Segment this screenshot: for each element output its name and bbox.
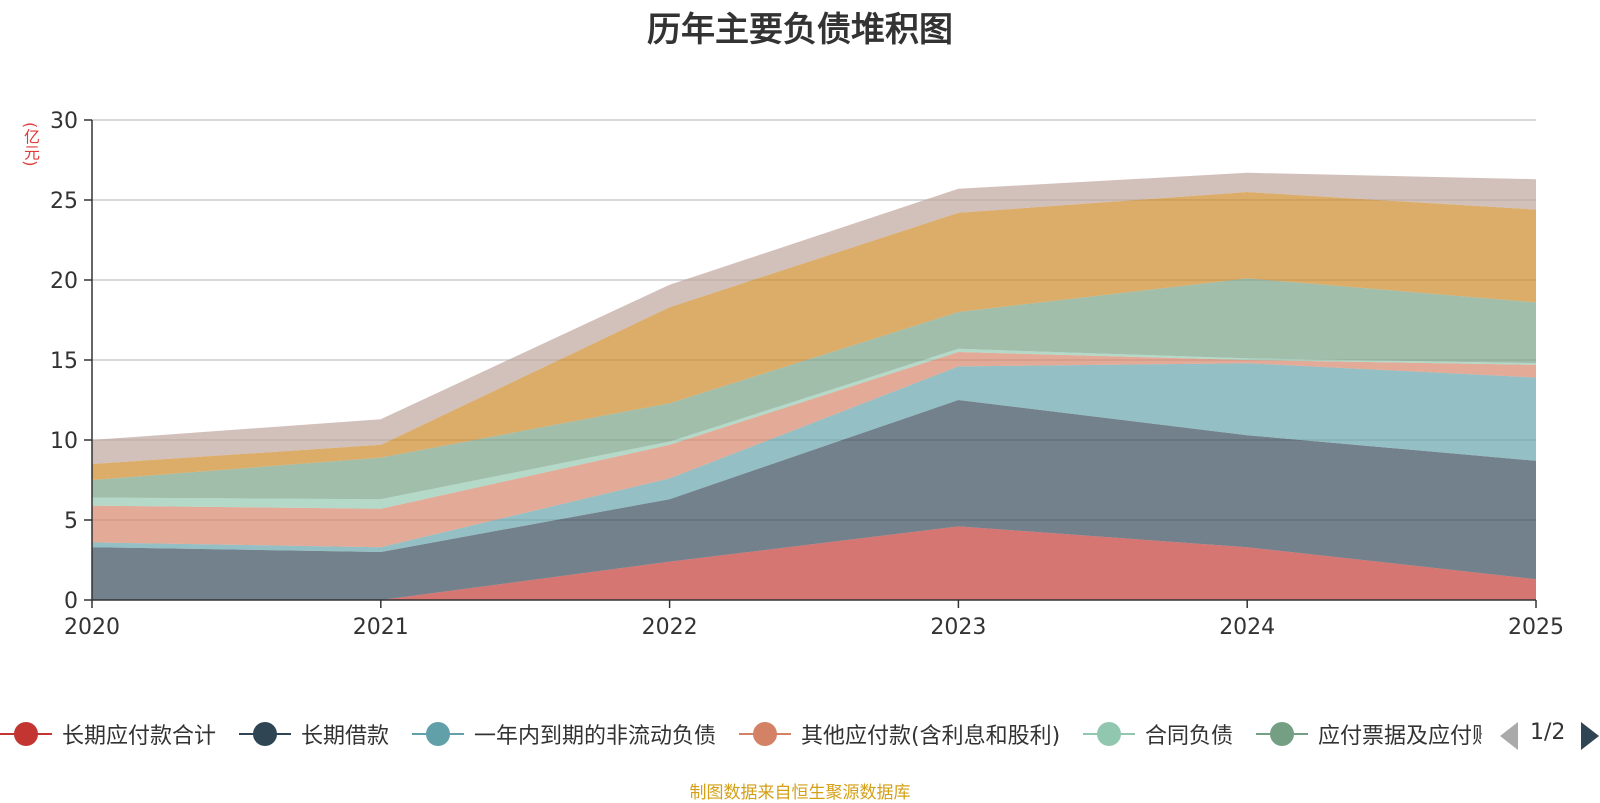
area-series-6 xyxy=(92,278,1536,500)
x-tick-label: 2025 xyxy=(1508,615,1564,640)
legend-label: 其他应付款(含利息和股利) xyxy=(801,724,1061,749)
legend-label: 合同负债 xyxy=(1145,724,1234,749)
data-source-note: 制图数据来自恒生聚源数据库 xyxy=(689,783,911,803)
legend-marker-icon xyxy=(239,714,291,754)
legend: 长期应付款合计 长期借款 一年内到期的非流动负债 其他应付款(含利息和股利) 合同负债 应… xyxy=(0,714,1600,754)
legend-page-indicator: 1/2 xyxy=(1530,720,1566,745)
legend-item-3[interactable]: 一年内到期的非流动负债 xyxy=(412,714,716,754)
area-series-1 xyxy=(92,526,1536,600)
legend-label: 长期应付款合计 xyxy=(62,724,217,749)
legend-item-4[interactable]: 其他应付款(含利息和股利) xyxy=(739,714,1060,754)
x-tick-label: 2022 xyxy=(642,615,698,640)
y-tick-label: 25 xyxy=(50,189,78,214)
legend-item-1[interactable]: 长期应付款合计 xyxy=(0,714,216,754)
legend-marker-icon xyxy=(0,714,52,754)
y-tick-label: 10 xyxy=(50,429,78,454)
x-tick-label: 2024 xyxy=(1219,615,1275,640)
legend-next-page-icon[interactable] xyxy=(1581,722,1599,750)
chart-title: 历年主要负债堆积图 xyxy=(647,10,953,50)
y-tick-label: 5 xyxy=(64,509,78,534)
x-tick-label: 2021 xyxy=(353,615,409,640)
legend-marker-icon xyxy=(1256,714,1308,754)
legend-marker-icon xyxy=(1083,714,1135,754)
legend-item-5[interactable]: 合同负债 xyxy=(1083,714,1233,754)
legend-marker-icon xyxy=(739,714,791,754)
area-series-8 xyxy=(92,172,1536,465)
area-series-3 xyxy=(92,363,1536,552)
y-tick-label: 20 xyxy=(50,269,78,294)
area-series-2 xyxy=(92,400,1536,600)
x-tick-label: 2020 xyxy=(64,615,120,640)
legend-items-viewport: 长期应付款合计 长期借款 一年内到期的非流动负债 其他应付款(含利息和股利) 合同负债 应… xyxy=(0,714,1482,754)
stacked-areas xyxy=(92,172,1536,600)
legend-pager: 1/2 xyxy=(1500,720,1600,750)
legend-label: 应付票据及应付账款 xyxy=(1318,724,1482,749)
legend-label: 一年内到期的非流动负债 xyxy=(474,724,717,749)
area-series-4 xyxy=(92,352,1536,548)
x-tick-label: 2023 xyxy=(930,615,986,640)
y-axis-unit-label: (亿元) xyxy=(21,122,40,167)
legend-label: 长期借款 xyxy=(301,724,390,749)
y-tick-label: 15 xyxy=(50,349,78,374)
y-tick-label: 30 xyxy=(50,109,78,134)
area-series-7 xyxy=(92,192,1536,480)
y-tick-label: 0 xyxy=(64,589,78,614)
legend-prev-page-icon[interactable] xyxy=(1500,722,1518,750)
legend-marker-icon xyxy=(412,714,464,754)
legend-item-2[interactable]: 长期借款 xyxy=(239,714,389,754)
legend-item-6[interactable]: 应付票据及应付账款 xyxy=(1256,714,1482,754)
